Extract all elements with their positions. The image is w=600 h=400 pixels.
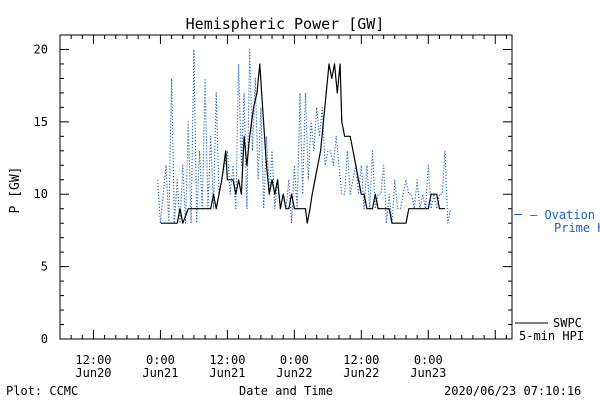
y-tick-label: 10 bbox=[34, 187, 48, 201]
plot-frame bbox=[59, 34, 513, 340]
x-tick-label-time: 12:00 bbox=[75, 353, 111, 367]
x-tick-label-date: Jun21 bbox=[142, 366, 178, 380]
y-tick-label: 15 bbox=[34, 115, 48, 129]
x-tick-label-date: Jun21 bbox=[209, 366, 245, 380]
plot-credit: Plot: CCMC bbox=[6, 384, 78, 398]
x-axis-ticks: 12:00Jun200:00Jun2112:00Jun210:00Jun2212… bbox=[70, 35, 507, 380]
chart-title: Hemispheric Power [GW] bbox=[186, 15, 385, 33]
x-tick-label-time: 0:00 bbox=[414, 353, 443, 367]
x-tick-label-time: 0:00 bbox=[146, 353, 175, 367]
legend-swpc-line2: 5-min HPI bbox=[519, 329, 584, 343]
x-tick-label-date: Jun23 bbox=[410, 366, 446, 380]
legend-ovation-line1: — Ovation bbox=[530, 208, 595, 222]
y-tick-label: 20 bbox=[34, 42, 48, 56]
x-tick-label-time: 12:00 bbox=[343, 353, 379, 367]
y-axis-ticks: 0 5 10 15 20 bbox=[34, 34, 512, 346]
x-tick-label-date: Jun22 bbox=[343, 366, 379, 380]
y-tick-label: 0 bbox=[41, 332, 48, 346]
y-axis-label: P [GW] bbox=[8, 167, 23, 214]
legend-ovation: — Ovation Prime HPI bbox=[530, 208, 600, 235]
series-line-swpc bbox=[161, 63, 445, 224]
legend-swpc-line1: SWPC bbox=[553, 316, 582, 330]
series-line-ovation bbox=[157, 48, 452, 224]
legend-ovation-line2: Prime HPI bbox=[554, 221, 600, 235]
x-tick-label-date: Jun22 bbox=[276, 366, 312, 380]
x-axis-label: Date and Time bbox=[239, 384, 333, 398]
x-tick-label-time: 12:00 bbox=[209, 353, 245, 367]
y-tick-label: 5 bbox=[41, 260, 48, 274]
x-tick-label-time: 0:00 bbox=[280, 353, 309, 367]
plot-timestamp: 2020/06/23 07:10:16 bbox=[444, 384, 581, 398]
series-layer bbox=[157, 48, 522, 224]
legend-swpc: SWPC 5-min HPI bbox=[515, 316, 584, 343]
x-tick-label-date: Jun20 bbox=[75, 366, 111, 380]
